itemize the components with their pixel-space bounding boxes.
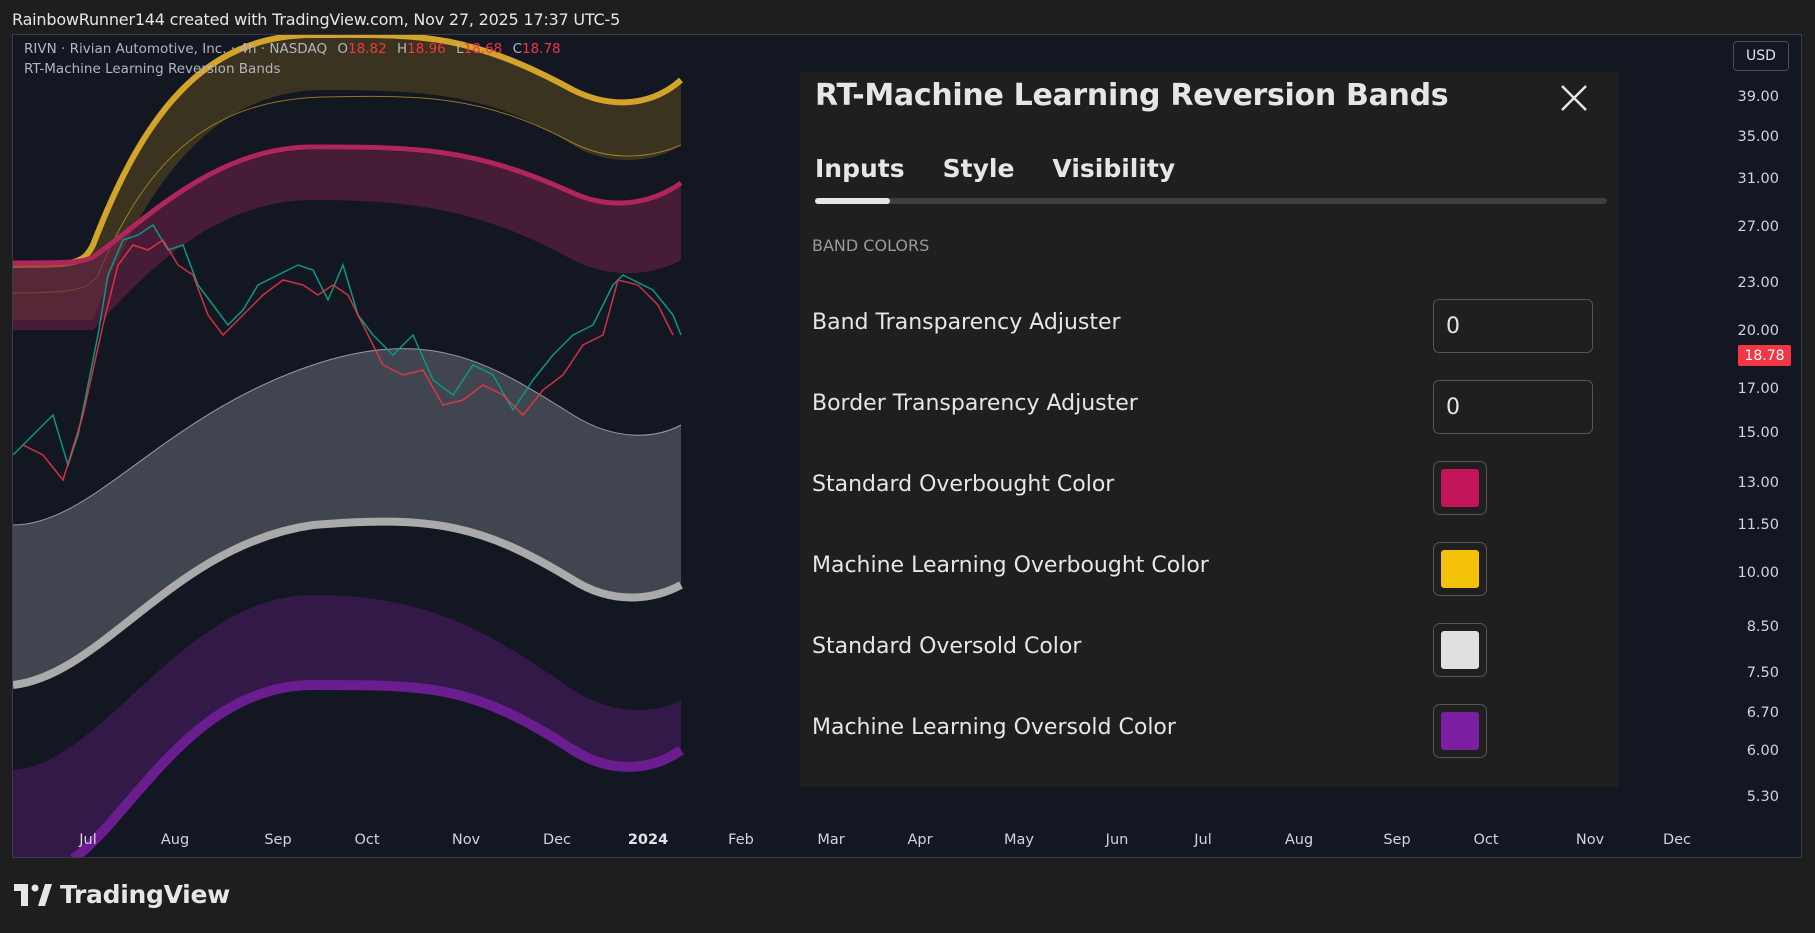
ml-overbought-color-label: Machine Learning Overbought Color [812,553,1209,578]
time-tick: Sep [264,832,292,848]
price-tick: 10.00 [1737,565,1779,581]
price-tick: 23.00 [1737,275,1779,291]
attribution-header: RainbowRunner144 created with TradingVie… [12,10,621,29]
tab-style[interactable]: Style [942,154,1015,183]
price-tick: 7.50 [1746,665,1779,681]
price-tick: 5.30 [1746,789,1779,805]
time-tick: Apr [907,832,933,848]
time-tick: Jul [79,832,97,848]
brand-name: TradingView [60,880,230,909]
section-header-band-colors: BAND COLORS [812,236,930,255]
price-tick: 35.00 [1737,129,1779,145]
time-tick: Dec [542,832,572,848]
open-value: 18.82 [348,41,387,57]
band-transparency-label: Band Transparency Adjuster [812,310,1121,335]
ml-oversold-color-label: Machine Learning Oversold Color [812,715,1176,740]
std-oversold-band [13,348,681,685]
tab-track [815,198,1607,204]
border-transparency-label: Border Transparency Adjuster [812,391,1138,416]
time-tick: Dec [1662,832,1692,848]
price-tick: 11.50 [1737,517,1779,533]
tab-inputs[interactable]: Inputs [815,154,905,183]
time-tick: Sep [1383,832,1411,848]
high-value: 18.96 [407,41,446,57]
time-tick: Nov [1575,832,1605,848]
time-tick: Oct [1473,832,1499,848]
ml-oversold-color-swatch[interactable] [1433,704,1487,758]
border-transparency-input[interactable] [1433,380,1593,434]
swatch-color [1441,631,1479,669]
time-tick: Jun [1105,832,1129,848]
indicator-settings-dialog: RT-Machine Learning Reversion Bands Inpu… [800,72,1618,787]
ml-overbought-band [13,35,681,320]
tradingview-logo-icon [14,883,52,906]
swatch-color [1441,469,1479,507]
close-label: C [512,41,522,57]
price-tick: 8.50 [1746,619,1779,635]
time-tick: Nov [451,832,481,848]
low-value: 18.68 [463,41,503,57]
price-tick: 13.00 [1737,475,1779,491]
currency-button[interactable]: USD [1733,41,1789,71]
time-tick: Jul [1194,832,1212,848]
candlesticks [13,223,682,482]
dialog-title: RT-Machine Learning Reversion Bands [815,78,1449,113]
price-tick: 31.00 [1737,171,1779,187]
time-tick: Mar [817,832,845,848]
active-tab-indicator [815,198,890,204]
price-tick: 27.00 [1737,219,1779,235]
high-label: H [396,41,408,57]
price-tick: 6.00 [1746,743,1779,759]
ml-oversold-band [13,595,681,857]
open-label: O [337,41,349,57]
price-tick: 39.00 [1737,89,1779,105]
tradingview-brand[interactable]: TradingView [14,880,230,909]
swatch-color [1441,550,1479,588]
price-tick: 15.00 [1737,425,1779,441]
time-tick: Oct [354,832,380,848]
symbol-legend[interactable]: RIVN · Rivian Automotive, Inc. · 4h · NA… [24,41,561,57]
symbol-name: RIVN · Rivian Automotive, Inc. · 4h · NA… [24,41,328,57]
price-tick: 6.70 [1746,705,1779,721]
close-icon[interactable] [1558,82,1590,114]
indicator-legend[interactable]: RT-Machine Learning Reversion Bands [24,61,281,77]
std-oversold-upper-border [13,348,682,526]
time-tick: 2024 [627,832,669,848]
close-value: 18.78 [522,41,561,57]
std-overbought-color-swatch[interactable] [1433,461,1487,515]
std-oversold-lower-border [13,517,683,689]
ml-overbought-color-swatch[interactable] [1433,542,1487,596]
price-tick: 17.00 [1737,381,1779,397]
time-tick: Feb [728,832,754,848]
ml-oversold-lower-border [70,679,684,857]
last-price-tag: 18.78 [1738,345,1791,366]
tab-visibility[interactable]: Visibility [1052,154,1176,183]
swatch-color [1441,712,1479,750]
chart-canvas[interactable] [13,35,1802,858]
std-overbought-color-label: Standard Overbought Color [812,472,1115,497]
price-tick: 20.00 [1737,323,1779,339]
low-label: L [456,41,464,57]
time-tick: Aug [1284,832,1314,848]
ml-overbought-upper-border [13,35,683,268]
band-transparency-input[interactable] [1433,299,1593,353]
time-tick: Aug [160,832,190,848]
std-overbought-upper-border [13,144,683,266]
time-tick: May [1004,832,1034,848]
std-oversold-color-swatch[interactable] [1433,623,1487,677]
dialog-tabs: Inputs Style Visibility [815,154,1175,183]
std-oversold-color-label: Standard Oversold Color [812,634,1082,659]
